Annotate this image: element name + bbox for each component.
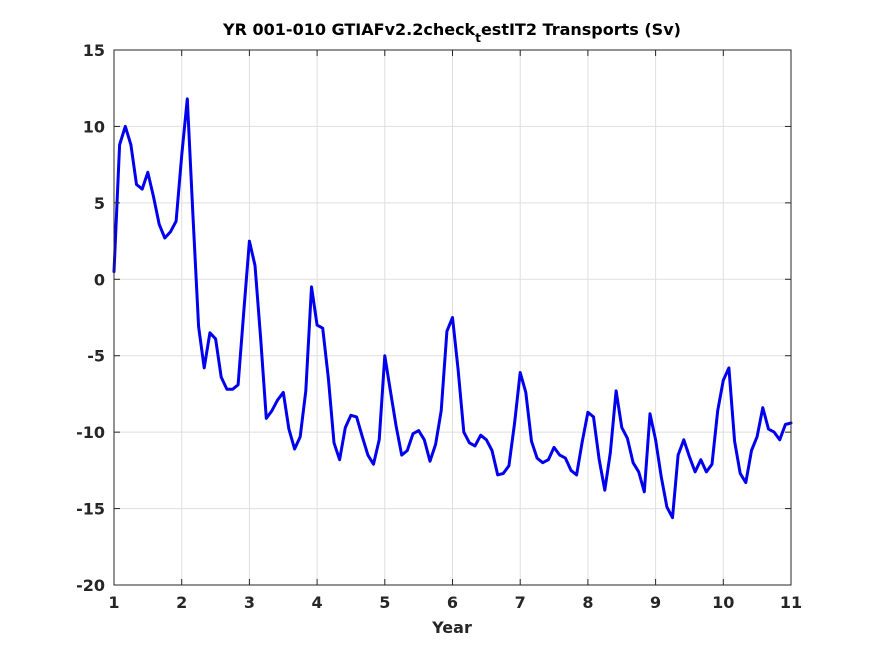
- x-tick-labels: 1 2 3 4 5 6 7 8 9 10 11: [108, 593, 802, 612]
- chart-title-suffix: estIT2 Transports (Sv): [481, 20, 681, 39]
- chart-title-main: YR 001-010 GTIAFv2.2check: [222, 20, 476, 39]
- y-tick-label: 0: [94, 270, 105, 289]
- x-tick-label: 11: [780, 593, 802, 612]
- y-tick-labels: 15 10 5 0 -5 -10 -15 -20: [76, 41, 105, 595]
- x-tick-label: 10: [712, 593, 734, 612]
- series-line: [112, 97, 793, 520]
- x-tick-label: 9: [650, 593, 661, 612]
- series-group: [112, 97, 793, 520]
- y-tick-label: 5: [94, 194, 105, 213]
- chart-title-subscript: t: [475, 31, 481, 45]
- x-axis-title: Year: [431, 618, 472, 637]
- x-tick-label: 8: [582, 593, 593, 612]
- y-tick-label: -20: [76, 576, 105, 595]
- y-tick-label: 15: [83, 41, 105, 60]
- y-tick-label: -10: [76, 423, 105, 442]
- x-tick-label: 6: [447, 593, 458, 612]
- x-tick-label: 1: [108, 593, 119, 612]
- y-tick-label: -15: [76, 500, 105, 519]
- x-tick-label: 4: [312, 593, 323, 612]
- x-tick-label: 3: [244, 593, 255, 612]
- x-tick-label: 7: [515, 593, 526, 612]
- x-tick-label: 5: [379, 593, 390, 612]
- chart-title: YR 001-010 GTIAFv2.2checktestIT2 Transpo…: [222, 20, 681, 45]
- y-tick-label: 10: [83, 117, 105, 136]
- x-tick-label: 2: [176, 593, 187, 612]
- y-tick-label: -5: [87, 347, 105, 366]
- ticks: [113, 49, 792, 586]
